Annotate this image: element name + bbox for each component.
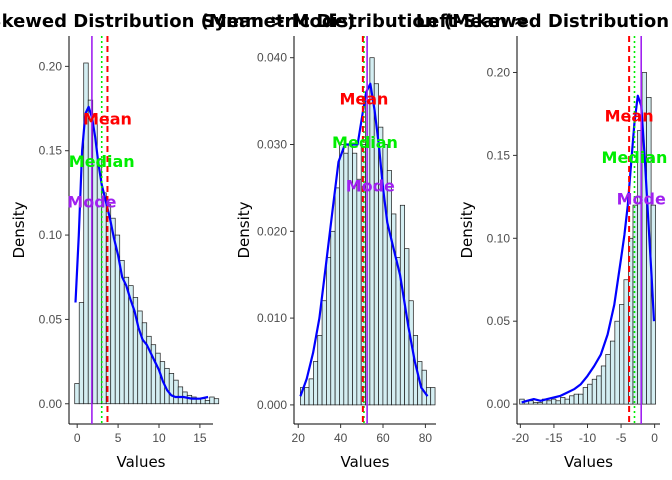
histogram-bar [632, 204, 638, 405]
histogram-bar [78, 302, 85, 405]
y-tick-label: 0.020 [257, 224, 287, 238]
x-tick-label: 10 [152, 431, 166, 445]
histogram-bar [587, 383, 593, 405]
histogram-bar [317, 335, 323, 406]
histogram-bar [155, 352, 161, 405]
x-tick-label: -20 [512, 431, 530, 445]
histogram-bar [209, 396, 215, 405]
mode-annotation: Mode [617, 189, 666, 208]
x-tick-label: 5 [115, 431, 122, 445]
y-tick-label: 0.15 [487, 148, 511, 162]
x-axis-label: Values [116, 453, 165, 471]
histogram-bar [110, 217, 116, 405]
y-tick-label: 0.030 [257, 138, 287, 152]
y-tick-label: 0.20 [39, 59, 63, 73]
histogram-bar [177, 386, 184, 405]
histogram-bar [339, 144, 345, 406]
histogram-bar [537, 402, 543, 405]
histogram-bar [421, 369, 427, 406]
histogram-bar [74, 383, 80, 405]
histogram-bar [573, 393, 579, 405]
histogram-bar [356, 178, 362, 406]
panel-title: Right-Skewed Distribution (Mean > Mode) [0, 11, 355, 32]
histogram-bar [546, 400, 552, 405]
y-tick-label: 0.05 [487, 314, 511, 328]
y-tick-label: 0.05 [39, 312, 63, 326]
histogram-bar [560, 397, 566, 405]
histogram-bar [213, 398, 220, 405]
y-tick-label: 0.00 [487, 397, 511, 411]
median-annotation: Median [602, 148, 668, 167]
histogram-bar [173, 379, 179, 405]
y-tick-label: 0.010 [257, 311, 287, 325]
histogram-bar [395, 256, 401, 406]
x-tick-label: 40 [334, 431, 348, 445]
histogram-bar [614, 320, 620, 405]
histogram-bar [623, 279, 629, 405]
histogram-bar [313, 361, 319, 406]
panel-title: Symmetric Distribution (Mean ≈ [201, 11, 528, 32]
panel-left-skewed: Density Values 0.00 0.05 0.10 0.15 0.20 -20 -1… [416, 11, 672, 471]
histogram-bar [168, 373, 175, 405]
x-tick-label: 0 [651, 431, 658, 445]
x-tick-label: 15 [193, 431, 207, 445]
histogram-bar [619, 304, 625, 405]
histogram-bar [578, 393, 584, 405]
y-tick-label: 0.10 [39, 228, 63, 242]
histogram-bar [555, 400, 561, 405]
histogram-bar [334, 187, 340, 406]
x-tick-label: -5 [616, 431, 627, 445]
x-tick-label: -10 [579, 431, 597, 445]
mean-annotation: Mean [605, 107, 654, 126]
density-curve [299, 82, 429, 397]
histogram-bar [204, 400, 211, 405]
median-annotation: Median [69, 152, 135, 171]
histogram-bar [386, 170, 392, 406]
x-tick-label: 80 [419, 431, 433, 445]
histogram-bar [605, 354, 611, 405]
histogram-bar [551, 398, 557, 405]
median-annotation: Median [332, 133, 398, 152]
histogram-bar [330, 230, 336, 406]
histogram-bar [105, 204, 112, 405]
histogram-bar [326, 256, 332, 406]
histogram-bar [304, 387, 310, 406]
mode-annotation: Mode [67, 192, 116, 211]
histogram-bar [596, 375, 602, 405]
histogram-bar [564, 398, 570, 405]
panel-symmetric: Density Values 0.000 0.010 0.020 0.030 0.040… [201, 11, 528, 471]
x-tick-label: 20 [292, 431, 306, 445]
mode-annotation: Mode [346, 176, 395, 195]
x-axis-label: Values [340, 453, 389, 471]
histogram-bar [321, 300, 327, 406]
y-axis-label: Density [10, 201, 28, 258]
y-tick-label: 0.00 [39, 397, 63, 411]
y-tick-label: 0.000 [257, 398, 287, 412]
y-tick-label: 0.10 [487, 231, 511, 245]
histogram-bar [141, 322, 148, 405]
y-tick-label: 0.040 [257, 51, 287, 65]
x-tick-label: 0 [74, 431, 81, 445]
y-axis-label: Density [235, 201, 253, 258]
panel-title: Left-Skewed Distribution (Mode > [416, 11, 672, 32]
histogram-bar [569, 395, 575, 405]
x-axis-label: Values [564, 453, 613, 471]
histogram-bar [591, 378, 598, 405]
histogram-bar [532, 402, 539, 405]
x-tick-label: -15 [545, 431, 563, 445]
mean-annotation: Mean [339, 89, 388, 108]
histogram-bar [600, 365, 607, 405]
mean-annotation: Mean [83, 110, 132, 129]
y-axis-label: Density [458, 201, 476, 258]
x-tick-label: 60 [376, 431, 390, 445]
panel-right-skewed: Density Values 0.00 0.05 0.10 0.15 0.20 0 5 10 1… [0, 11, 355, 471]
y-tick-label: 0.20 [487, 65, 511, 79]
histogram-bar [609, 340, 616, 405]
histogram-bar [582, 387, 589, 405]
histogram-bar [308, 378, 314, 406]
histogram-bar [430, 387, 436, 406]
histogram-bar [123, 276, 130, 405]
y-tick-label: 0.15 [39, 144, 63, 158]
